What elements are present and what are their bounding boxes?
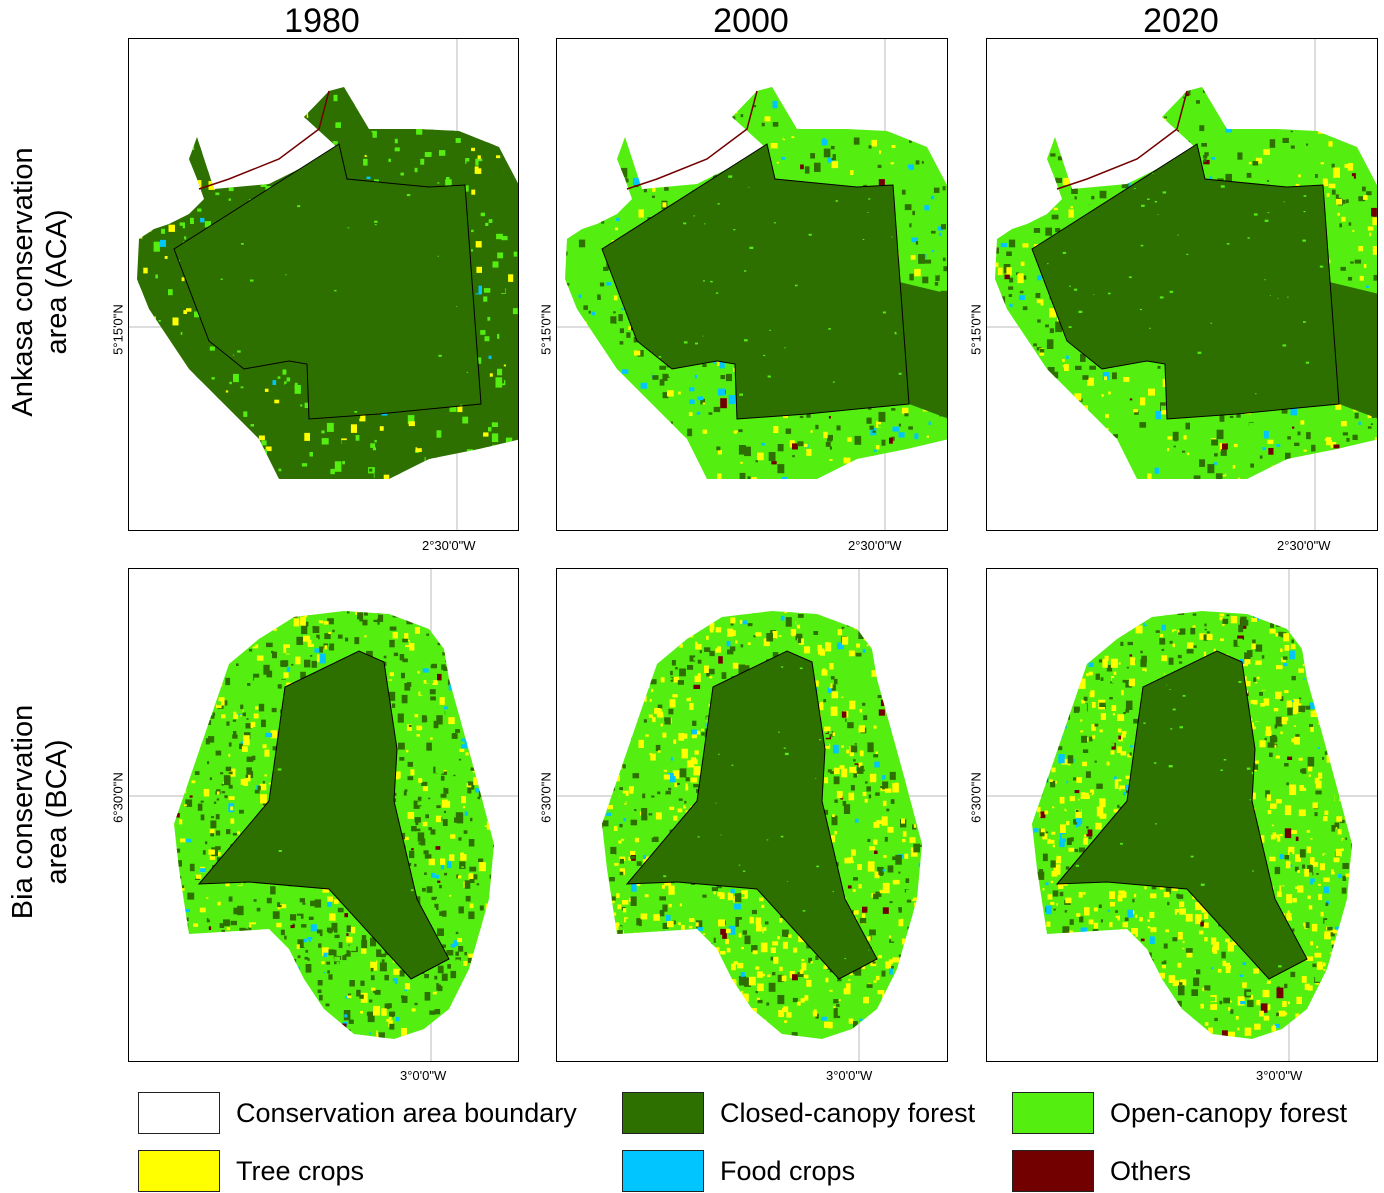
legend-swatch-others bbox=[1012, 1150, 1094, 1192]
legend-item-open-canopy: Open-canopy forest bbox=[1012, 1091, 1347, 1135]
legend-swatch-boundary bbox=[138, 1092, 220, 1134]
legend-label-open-canopy: Open-canopy forest bbox=[1110, 1098, 1347, 1129]
row-label-bca-line2: area (BCA) bbox=[40, 662, 74, 962]
lat-label-bca-2000: 6°30'0"N bbox=[539, 758, 554, 838]
legend-swatch-tree-crops bbox=[138, 1150, 220, 1192]
map-svg bbox=[557, 569, 947, 1061]
lon-label-aca-2000: 2°30'0"W bbox=[848, 538, 902, 553]
legend-label-boundary: Conservation area boundary bbox=[236, 1098, 577, 1129]
map-aca-1980 bbox=[128, 38, 519, 531]
map-bca-2020 bbox=[986, 568, 1378, 1062]
row-label-bca-line1: Bia conservation bbox=[6, 662, 40, 962]
year-header-2020: 2020 bbox=[986, 2, 1376, 41]
map-svg bbox=[129, 39, 518, 530]
legend-item-closed-canopy: Closed-canopy forest bbox=[622, 1091, 975, 1135]
year-header-2000: 2000 bbox=[556, 2, 946, 41]
legend-label-food-crops: Food crops bbox=[720, 1156, 855, 1187]
row-label-bca: Bia conservation area (BCA) bbox=[6, 662, 74, 962]
lat-label-aca-1980: 5°15'0"N bbox=[111, 290, 126, 370]
legend-item-food-crops: Food crops bbox=[622, 1149, 855, 1193]
lon-label-aca-1980: 2°30'0"W bbox=[422, 538, 476, 553]
map-svg bbox=[557, 39, 947, 530]
row-label-aca-line2: area (ACA) bbox=[40, 132, 74, 432]
map-bca-2000 bbox=[556, 568, 948, 1062]
year-header-1980: 1980 bbox=[127, 2, 517, 41]
row-label-aca-line1: Ankasa conservation bbox=[6, 132, 40, 432]
row-label-aca: Ankasa conservation area (ACA) bbox=[6, 132, 74, 432]
legend-item-tree-crops: Tree crops bbox=[138, 1149, 364, 1193]
legend-swatch-food-crops bbox=[622, 1150, 704, 1192]
lat-label-aca-2020: 5°15'0"N bbox=[969, 290, 984, 370]
legend-swatch-open-canopy bbox=[1012, 1092, 1094, 1134]
lon-label-bca-2000: 3°0'0"W bbox=[826, 1068, 872, 1083]
legend-label-others: Others bbox=[1110, 1156, 1191, 1187]
legend-item-boundary: Conservation area boundary bbox=[138, 1091, 577, 1135]
lon-label-bca-1980: 3°0'0"W bbox=[400, 1068, 446, 1083]
lon-label-aca-2020: 2°30'0"W bbox=[1277, 538, 1331, 553]
map-aca-2000 bbox=[556, 38, 948, 531]
map-svg bbox=[987, 39, 1377, 530]
map-bca-1980 bbox=[128, 568, 519, 1062]
map-svg bbox=[987, 569, 1377, 1061]
legend-swatch-closed-canopy bbox=[622, 1092, 704, 1134]
lon-label-bca-2020: 3°0'0"W bbox=[1256, 1068, 1302, 1083]
lat-label-aca-2000: 5°15'0"N bbox=[539, 290, 554, 370]
legend-item-others: Others bbox=[1012, 1149, 1191, 1193]
legend-label-tree-crops: Tree crops bbox=[236, 1156, 364, 1187]
lat-label-bca-2020: 6°30'0"N bbox=[969, 758, 984, 838]
map-svg bbox=[129, 569, 518, 1061]
lat-label-bca-1980: 6°30'0"N bbox=[111, 758, 126, 838]
legend-label-closed-canopy: Closed-canopy forest bbox=[720, 1098, 975, 1129]
map-aca-2020 bbox=[986, 38, 1378, 531]
